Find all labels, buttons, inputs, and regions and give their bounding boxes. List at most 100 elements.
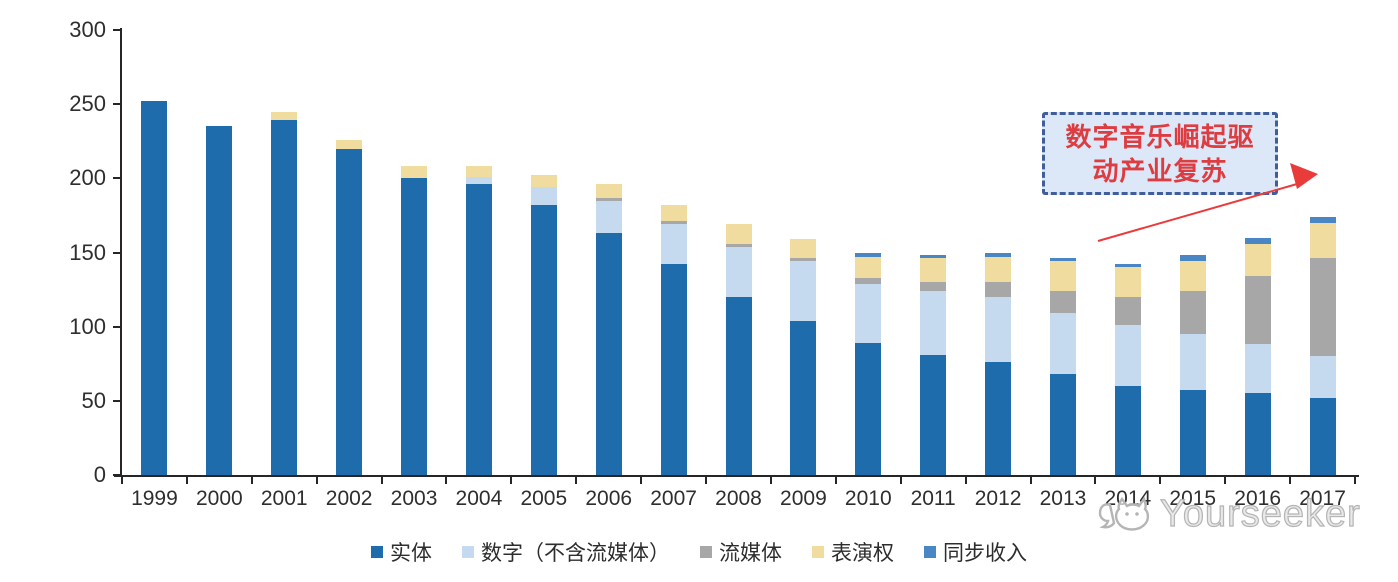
legend-label: 数字（不含流媒体） <box>481 542 670 565</box>
annotation-text-line2: 动产业复苏 <box>1092 155 1228 186</box>
bar-segment-表演权 <box>336 139 363 149</box>
x-axis-tick <box>1094 477 1097 484</box>
legend-item: 表演权 <box>812 537 894 567</box>
x-axis-label: 2011 <box>910 487 956 510</box>
bar-segment-表演权 <box>790 239 817 259</box>
x-axis-tick <box>640 477 643 484</box>
y-axis-label: 250 <box>69 91 106 117</box>
bar-segment-表演权 <box>725 224 752 244</box>
x-axis-tick <box>575 477 578 484</box>
bar-segment-实体 <box>985 362 1012 475</box>
x-axis-label: 1999 <box>131 487 178 510</box>
bar-segment-同步收入 <box>1244 237 1271 244</box>
bar-segment-表演权 <box>1049 261 1076 292</box>
bar-segment-实体 <box>1049 374 1076 475</box>
bar-segment-数字（不含流媒体） <box>790 261 817 321</box>
x-axis-tick <box>1289 477 1292 484</box>
bar-segment-数字（不含流媒体） <box>920 291 947 355</box>
bar-segment-表演权 <box>855 256 882 278</box>
x-axis-tick <box>185 477 188 484</box>
x-axis-tick <box>1029 477 1032 484</box>
y-axis-label: 150 <box>69 239 106 265</box>
bar-segment-实体 <box>271 120 298 475</box>
y-axis-tick <box>113 474 122 476</box>
legend-item: 流媒体 <box>700 537 782 567</box>
y-axis-tick <box>113 103 122 106</box>
bar-segment-表演权 <box>271 111 298 121</box>
bar-segment-数字（不含流媒体） <box>595 200 622 234</box>
bar-segment-流媒体 <box>790 258 817 262</box>
x-axis-label: 2012 <box>974 487 1022 510</box>
x-axis-tick <box>1159 477 1162 484</box>
x-axis-label: 2003 <box>390 487 438 510</box>
y-axis-label: 300 <box>69 17 106 42</box>
legend-swatch-icon <box>462 546 474 558</box>
x-axis-label: 2015 <box>1169 487 1217 510</box>
annotation-text-line1: 数字音乐崛起驱 <box>1065 121 1255 152</box>
x-axis-label: 2007 <box>650 487 697 510</box>
annotation-callout: 数字音乐崛起驱 动产业复苏 <box>1042 112 1278 195</box>
y-axis-tick <box>113 177 122 180</box>
x-axis-tick <box>121 477 123 484</box>
y-axis-label: 50 <box>81 387 106 413</box>
x-axis-label: 2001 <box>260 487 308 510</box>
x-axis-tick <box>445 477 448 484</box>
bar-segment-数字（不含流媒体） <box>530 187 557 206</box>
bar-segment-流媒体 <box>855 277 882 284</box>
bar-segment-实体 <box>660 264 687 475</box>
bar-segment-实体 <box>530 205 557 475</box>
cat-logo-icon <box>1098 496 1150 531</box>
bar-segment-流媒体 <box>595 197 622 201</box>
x-axis-label: 2016 <box>1234 487 1282 510</box>
bar-segment-实体 <box>141 101 168 475</box>
y-axis-tick <box>113 399 122 402</box>
watermark: Yourseeker <box>1096 487 1361 541</box>
x-axis-tick <box>315 477 318 484</box>
x-axis-label: 2008 <box>715 487 762 510</box>
bar-segment-同步收入 <box>920 255 947 259</box>
bar-segment-流媒体 <box>920 282 947 292</box>
y-axis-label: 100 <box>69 313 106 339</box>
legend-item: 同步收入 <box>924 537 1027 567</box>
watermark-brand: Yourseeker <box>1159 492 1361 535</box>
x-axis-label: 2002 <box>325 487 373 510</box>
bar-segment-实体 <box>401 178 428 475</box>
bar-segment-实体 <box>1244 393 1271 475</box>
x-axis-label: 2013 <box>1039 487 1087 510</box>
legend-swatch-icon <box>371 546 383 558</box>
bar-segment-实体 <box>1114 386 1141 475</box>
bar-segment-表演权 <box>1244 243 1271 277</box>
x-axis-label: 2010 <box>844 487 892 510</box>
bar-segment-流媒体 <box>1244 276 1271 345</box>
bar-segment-实体 <box>920 354 947 475</box>
x-axis-label: 2006 <box>585 487 633 510</box>
bar-segment-同步收入 <box>1114 264 1141 268</box>
bar-segment-实体 <box>1309 397 1336 475</box>
bar-segment-实体 <box>1179 390 1206 475</box>
bar-segment-数字（不含流媒体） <box>1114 325 1141 386</box>
bar-segment-数字（不含流媒体） <box>725 246 752 297</box>
x-axis-line <box>114 475 1359 477</box>
bar-segment-表演权 <box>465 166 492 177</box>
x-axis-label: 2009 <box>780 487 827 510</box>
bar-segment-表演权 <box>1179 261 1206 292</box>
bar-segment-表演权 <box>660 205 687 222</box>
bar-segment-数字（不含流媒体） <box>1179 334 1206 391</box>
bar-segment-数字（不含流媒体） <box>985 297 1012 363</box>
x-axis-tick <box>1224 477 1227 484</box>
legend-item: 实体 <box>371 537 432 567</box>
bar-segment-表演权 <box>1309 222 1336 259</box>
bar-segment-同步收入 <box>1179 255 1206 262</box>
y-axis-tick <box>113 251 122 254</box>
bar-segment-表演权 <box>530 175 557 188</box>
y-axis-tick <box>113 325 122 328</box>
bar-segment-表演权 <box>401 166 428 179</box>
bar-segment-数字（不含流媒体） <box>855 283 882 343</box>
y-axis-label: 200 <box>69 165 106 191</box>
bar-segment-同步收入 <box>1309 216 1336 223</box>
bar-segment-流媒体 <box>1114 297 1141 326</box>
legend-item: 数字（不含流媒体） <box>462 537 670 567</box>
x-axis-label: 2017 <box>1299 487 1346 510</box>
x-axis-tick <box>380 477 383 484</box>
